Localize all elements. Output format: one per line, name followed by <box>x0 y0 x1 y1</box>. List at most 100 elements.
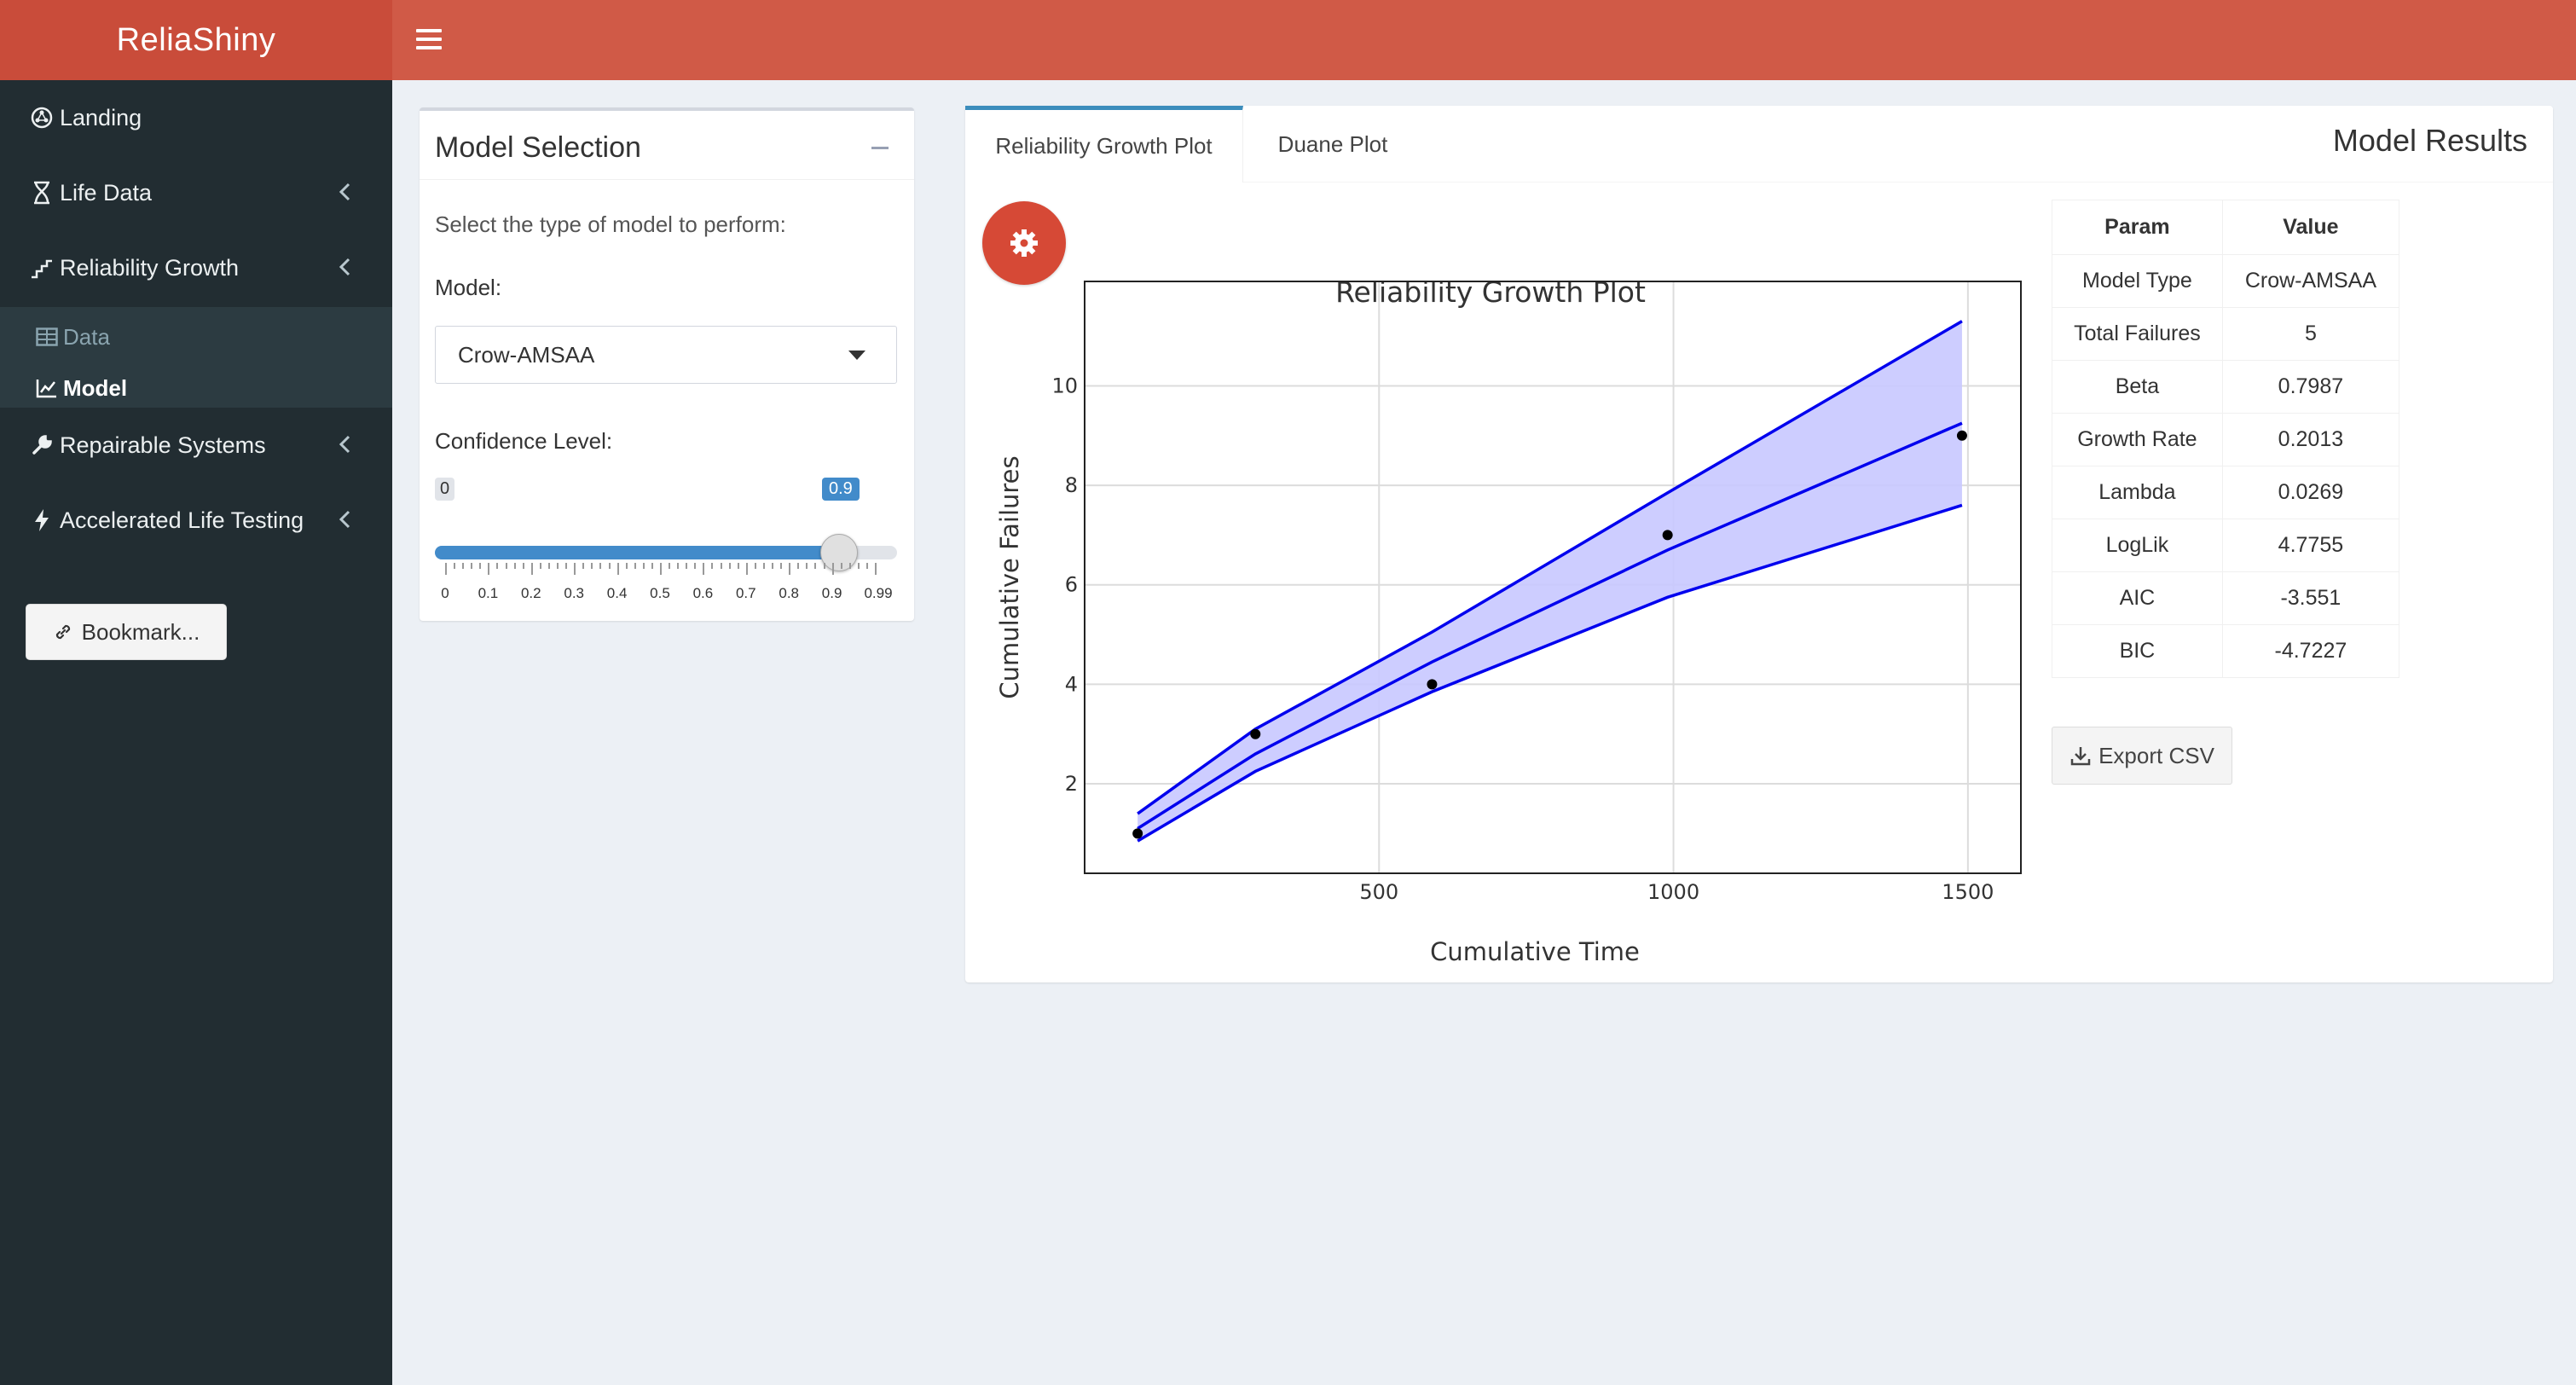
param-cell: Model Type <box>2052 254 2223 308</box>
slider-tick <box>522 563 524 569</box>
slider-tick <box>479 563 482 569</box>
slider-tick <box>848 563 851 569</box>
slider-tick <box>840 563 842 569</box>
y-tick-label: 4 <box>1065 672 1078 696</box>
chart-title: Reliability Growth Plot <box>1335 275 1646 309</box>
y-tick-label: 8 <box>1065 473 1078 497</box>
value-cell: -4.7227 <box>2221 624 2400 678</box>
chevron-left-icon <box>339 435 350 454</box>
param-cell: Beta <box>2052 360 2223 414</box>
slider-tick <box>539 563 541 569</box>
table-row: Beta 0.7987 <box>2052 360 2400 414</box>
model-select[interactable]: Crow-AMSAA <box>435 326 897 384</box>
slider-tick <box>720 563 722 569</box>
model-label: Model: <box>435 275 502 300</box>
sidebar-toggle-icon[interactable] <box>416 24 442 55</box>
slider-tick <box>772 563 774 569</box>
chart-settings-button[interactable] <box>982 201 1066 285</box>
slider-tick <box>703 563 705 575</box>
sidebar-item-life-data[interactable]: Life Data <box>0 155 392 230</box>
slider-tick-label: 0.4 <box>606 585 628 601</box>
slider-tick <box>454 563 456 569</box>
export-csv-label: Export CSV <box>2098 742 2214 768</box>
slider-fill <box>435 546 839 559</box>
export-csv-button[interactable]: Export CSV <box>2052 727 2232 785</box>
chevron-left-icon <box>339 258 350 276</box>
brand-logo[interactable]: ReliaShiny <box>0 0 392 80</box>
sidebar-item-landing[interactable]: Landing <box>0 80 392 155</box>
y-axis-label: Cumulative Failures <box>995 455 1024 698</box>
tab-duane-plot[interactable]: Duane Plot <box>1277 130 1388 157</box>
slider-tick <box>865 563 868 569</box>
bolt-icon <box>29 507 55 533</box>
slider-tick <box>505 563 507 569</box>
slider-tick <box>823 563 825 569</box>
slider-tick <box>496 563 499 569</box>
tab-strip: Reliability Growth Plot Duane Plot Model… <box>965 106 2553 183</box>
slider-tick <box>599 563 602 569</box>
table-header-value: Value <box>2221 200 2400 255</box>
y-tick-label: 10 <box>1051 374 1078 397</box>
param-cell: BIC <box>2052 624 2223 678</box>
slider-tick <box>462 563 465 569</box>
value-cell: 0.2013 <box>2221 413 2400 466</box>
slider-tick <box>651 563 653 569</box>
table-row: Total Failures 5 <box>2052 307 2400 361</box>
network-icon <box>29 105 55 130</box>
param-cell: AIC <box>2052 571 2223 625</box>
collapse-icon[interactable] <box>871 147 889 149</box>
sidebar-item-label: Reliability Growth <box>60 254 240 281</box>
confidence-label: Confidence Level: <box>435 428 613 454</box>
slider-tick <box>806 563 808 569</box>
value-cell: 4.7755 <box>2221 519 2400 572</box>
x-tick-label: 500 <box>1359 880 1398 904</box>
table-row: Growth Rate 0.2013 <box>2052 413 2400 466</box>
slider-tick <box>686 563 688 569</box>
sidebar-item-accelerated-life-testing[interactable]: Accelerated Life Testing <box>0 483 392 558</box>
stairs-chart-icon <box>29 255 55 281</box>
slider-tick <box>582 563 585 569</box>
table-row: AIC -3.551 <box>2052 571 2400 625</box>
table-row: BIC -4.7227 <box>2052 624 2400 678</box>
slider-tick <box>557 563 559 569</box>
gear-icon <box>1010 229 1038 257</box>
table-row: Model Type Crow-AMSAA <box>2052 254 2400 308</box>
value-cell: 0.0269 <box>2221 466 2400 519</box>
model-selection-title: Model Selection <box>435 131 641 164</box>
wrench-icon <box>29 432 55 458</box>
slider-tick-label: 0.2 <box>520 585 541 601</box>
chart-points <box>1132 430 1967 839</box>
param-cell: Lambda <box>2052 466 2223 519</box>
model-selection-box: Model Selection Select the type of model… <box>420 107 914 621</box>
x-axis-label: Cumulative Time <box>1430 937 1640 966</box>
tab-reliability-growth-plot[interactable]: Reliability Growth Plot <box>965 106 1243 183</box>
reliability-growth-submenu: Data Model <box>0 307 392 408</box>
bookmark-label: Bookmark... <box>81 618 200 645</box>
slider-tick <box>789 563 791 575</box>
sidebar-subitem-model[interactable]: Model <box>34 367 127 409</box>
sidebar-subitem-data[interactable]: Data <box>34 316 110 358</box>
slider-tick <box>762 563 765 569</box>
slider-tick-label: 0.99 <box>864 585 893 601</box>
slider-ticks <box>435 563 897 580</box>
link-icon <box>55 624 70 640</box>
chart-tick-labels: 500 1000 1500 2 4 6 8 10 <box>1051 374 1994 904</box>
chevron-left-icon <box>339 183 350 201</box>
slider-tick-label: 0.7 <box>735 585 756 601</box>
sidebar-item-reliability-growth[interactable]: Reliability Growth <box>0 230 392 305</box>
confidence-band <box>1137 321 1962 842</box>
table-row: Lambda 0.0269 <box>2052 466 2400 519</box>
slider-value-label: 0.9 <box>822 478 860 501</box>
data-point <box>1956 430 1967 441</box>
y-tick-label: 6 <box>1065 573 1078 597</box>
data-point <box>1662 530 1673 541</box>
bookmark-button[interactable]: Bookmark... <box>26 604 227 660</box>
sidebar-item-repairable-systems[interactable]: Repairable Systems <box>0 408 392 483</box>
slider-tick <box>857 563 860 569</box>
slider-tick <box>445 563 447 575</box>
slider-handle[interactable] <box>820 534 858 571</box>
confidence-slider[interactable]: 0 0.9 0 0.1 0.2 0.3 0.4 0.5 0.6 0.7 0.8 0.9 0.99 <box>435 478 897 606</box>
table-row: LogLik 4.7755 <box>2052 519 2400 572</box>
slider-tick <box>660 563 662 575</box>
y-tick-label: 2 <box>1065 772 1078 796</box>
